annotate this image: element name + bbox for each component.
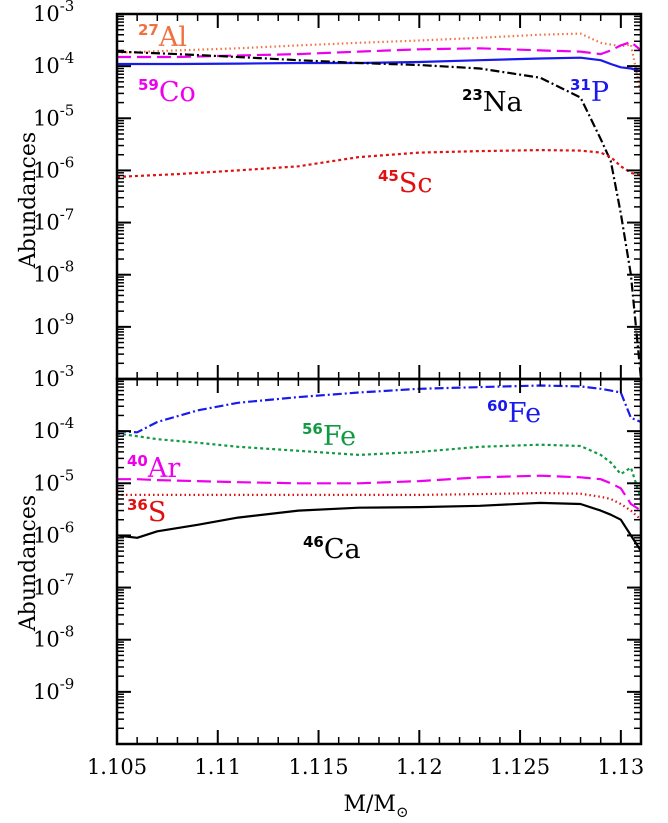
y-tick-label: 10-9 [33,310,74,339]
top-panel: 10-3 10-4 10-5 10-6 10-7 10-8 10-9 27Al 59Co 31P… [16,0,643,381]
series-label-co59: 59Co [138,76,196,108]
x-tick-label: 1.13 [597,755,644,779]
series-line-na23 [116,50,643,380]
top-y-axis-title: Abundances [16,132,41,269]
series-line-fe60 [116,384,642,434]
y-tick-label: 10-7 [33,206,74,235]
x-tick-label: 1.125 [490,755,550,779]
series-label-ca46: 46Ca [303,533,361,565]
series-line-co59 [117,40,642,59]
bottom-panel: 10-3 10-4 10-5 10-6 10-7 10-8 10-9 1.105 1.11 1.1… [16,362,644,821]
y-tick-label: 10-5 [33,466,74,495]
series-label-sc45: 45Sc [378,167,433,199]
y-tick-label: 10-6 [33,518,74,547]
series-line-ar40 [117,474,642,512]
bottom-y-axis-title: Abundances [16,495,41,632]
y-tick-label: 10-4 [33,49,74,78]
series-line-ca46 [116,501,642,552]
y-tick-label: 10-5 [33,101,74,130]
series-line-s36 [117,491,642,521]
y-tick-label: 10-4 [33,414,74,443]
y-tick-label: 10-8 [33,623,74,652]
y-tick-label: 10-7 [33,571,74,600]
series-line-fe56 [116,432,643,500]
series-label-al27: 27Al [138,21,187,53]
x-tick-label: 1.11 [194,755,241,779]
x-tick-label: 1.115 [288,755,348,779]
series-label-fe60: 60Fe [487,397,541,429]
x-axis-title: M/M⊙ [343,792,408,821]
series-label-na23: 23Na [462,86,523,118]
y-tick-label: 10-8 [33,258,74,287]
series-label-s36: 36S [127,496,166,528]
y-tick-label: 10-6 [33,153,74,182]
y-tick-label: 10-9 [33,675,74,704]
series-label-ar40: 40Ar [127,452,180,484]
y-tick-label: 10-3 [33,362,74,391]
series-label-p31: 31P [570,76,609,108]
series-label-fe56: 56Fe [302,420,356,452]
bottom-panel-frame [115,377,643,746]
series-line-p31 [117,56,642,73]
x-tick-label: 1.105 [87,755,147,779]
y-tick-label: 10-3 [33,0,74,26]
x-tick-label: 1.12 [396,755,443,779]
